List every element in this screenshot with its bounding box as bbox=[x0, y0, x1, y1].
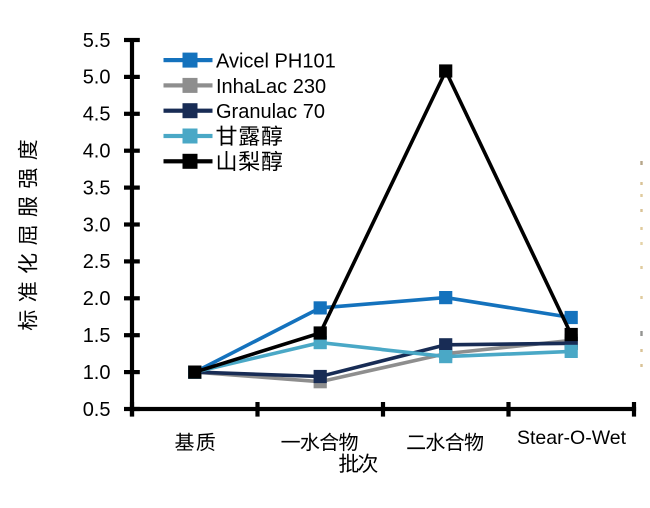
svg-text:0.5: 0.5 bbox=[83, 399, 111, 421]
svg-text:Granulac 70: Granulac 70 bbox=[216, 101, 325, 123]
svg-text:Stear-O-Wet: Stear-O-Wet bbox=[517, 427, 627, 449]
svg-text:4.5: 4.5 bbox=[83, 104, 111, 126]
svg-text:3.0: 3.0 bbox=[83, 214, 111, 236]
svg-text:2.0: 2.0 bbox=[83, 288, 111, 310]
svg-text:3.5: 3.5 bbox=[83, 177, 111, 199]
svg-text:Avicel PH101: Avicel PH101 bbox=[216, 51, 336, 73]
svg-text:4.0: 4.0 bbox=[83, 141, 111, 163]
svg-text:5.5: 5.5 bbox=[83, 30, 111, 52]
svg-text:InhaLac 230: InhaLac 230 bbox=[216, 76, 326, 98]
svg-text:2.5: 2.5 bbox=[83, 251, 111, 273]
svg-text:5.0: 5.0 bbox=[83, 67, 111, 89]
svg-text:1.5: 1.5 bbox=[83, 325, 111, 347]
svg-text:1.0: 1.0 bbox=[83, 362, 111, 384]
